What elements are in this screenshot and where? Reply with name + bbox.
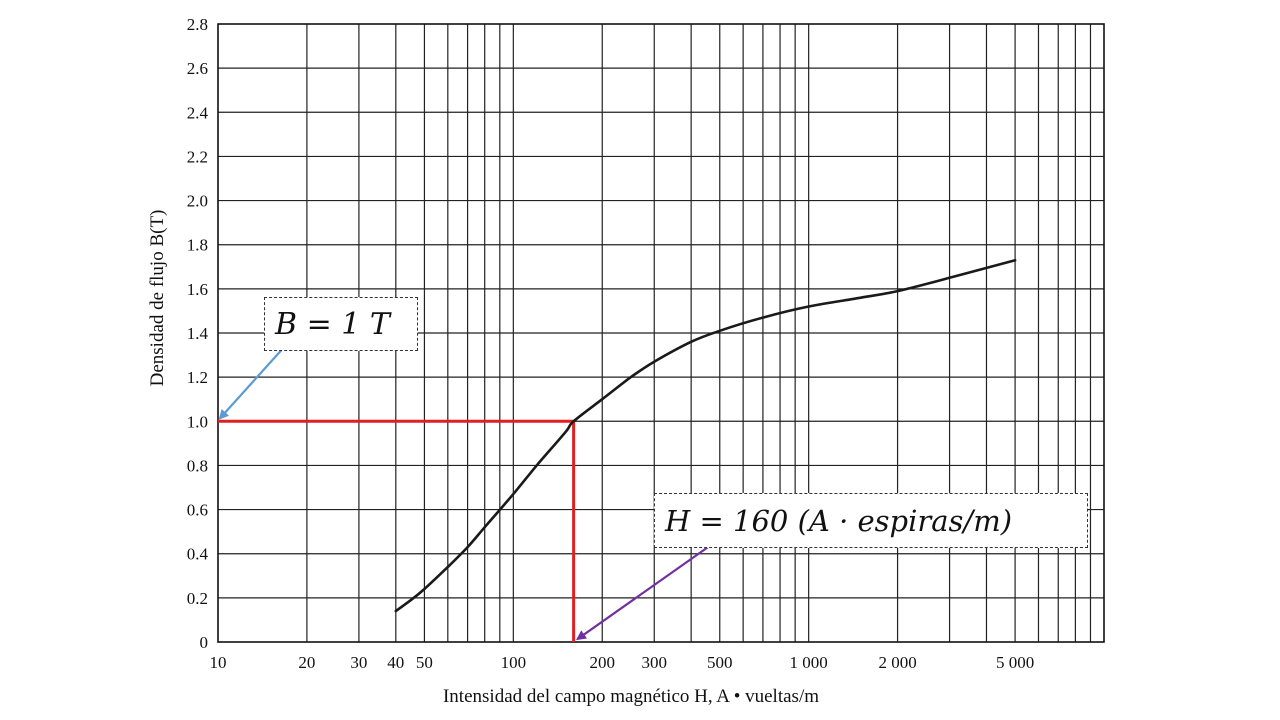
y-tick-label: 2.0 [187, 192, 208, 211]
y-tick-label: 2.8 [187, 15, 208, 34]
y-tick-label: 0.2 [187, 589, 208, 608]
y-tick-label: 1.0 [187, 412, 208, 431]
x-tick-label: 500 [707, 653, 733, 672]
x-tick-label: 300 [641, 653, 667, 672]
x-tick-label: 200 [589, 653, 615, 672]
series-layer [394, 258, 1017, 613]
x-tick-label: 30 [350, 653, 367, 672]
annotation-h-value: H = 160 (A · espiras/m) [654, 493, 1088, 548]
y-tick-label: 2.6 [187, 59, 208, 78]
x-tick-label: 40 [387, 653, 404, 672]
y-tick-label: 2.2 [187, 147, 208, 166]
tick-labels: 10 20 30 40 50 100 200 300 500 1 000 2 000 5 000 0 0.… [187, 15, 1034, 672]
x-tick-label: 20 [298, 653, 315, 672]
plot-frame [217, 23, 1105, 643]
bh-curve-line [394, 258, 1017, 613]
y-tick-label: 0.4 [187, 545, 209, 564]
x-tick-label: 2 000 [878, 653, 916, 672]
plot-border [217, 23, 1105, 643]
annotation-b-value: B = 1 T [264, 297, 418, 351]
x-tick-label: 5 000 [996, 653, 1034, 672]
y-tick-label: 0.8 [187, 456, 208, 475]
y-tick-label: 1.8 [187, 236, 208, 255]
y-tick-label: 1.2 [187, 368, 208, 387]
x-tick-label: 50 [416, 653, 433, 672]
highlight-lines [218, 419, 576, 642]
y-tick-label: 0 [200, 633, 209, 652]
arrow-to-h-value [575, 544, 712, 641]
x-tick-label: 10 [210, 653, 227, 672]
y-tick-label: 1.6 [187, 280, 208, 299]
arrow-to-b-value [218, 344, 287, 420]
y-tick-label: 0.6 [187, 501, 208, 520]
x-axis-title: Intensidad del campo magnético H, A • vu… [443, 686, 819, 707]
x-tick-label: 100 [501, 653, 527, 672]
x-tick-label: 1 000 [790, 653, 828, 672]
annotation-arrows [218, 344, 712, 641]
y-tick-label: 2.4 [187, 103, 209, 122]
y-tick-label: 1.4 [187, 324, 209, 343]
y-axis-title: Densidad de flujo B(T) [147, 210, 168, 387]
